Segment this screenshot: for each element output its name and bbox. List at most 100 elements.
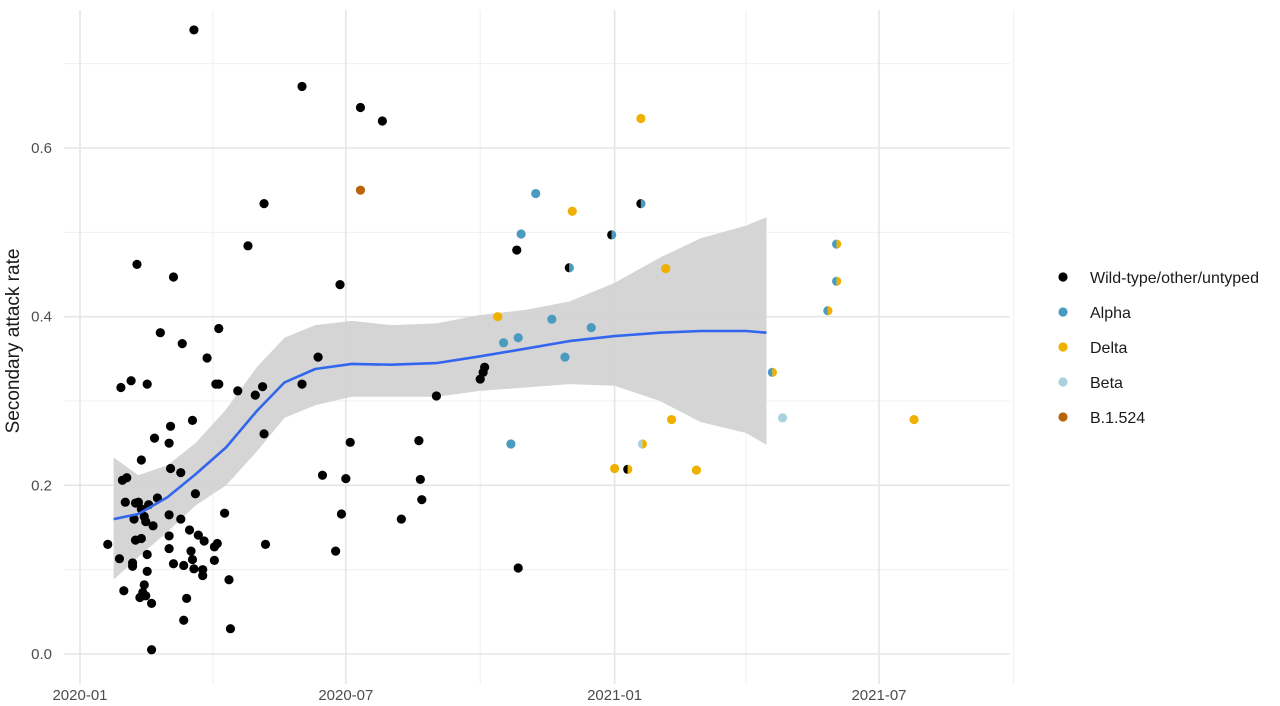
data-point — [297, 379, 307, 389]
data-point — [214, 323, 224, 334]
data-point-mixed — [767, 367, 777, 377]
data-point — [190, 489, 200, 499]
data-point — [142, 379, 152, 389]
data-point — [377, 116, 387, 126]
data-point — [547, 314, 557, 324]
legend-label: B.1.524 — [1090, 410, 1145, 427]
data-point — [141, 591, 151, 601]
data-point — [122, 473, 132, 483]
data-point-mixed — [832, 239, 842, 249]
data-point — [139, 580, 149, 590]
data-point — [396, 514, 406, 524]
data-point — [499, 338, 509, 348]
y-axis-label: Secondary attack rate — [3, 249, 24, 434]
legend-key — [1058, 307, 1068, 317]
data-point-half — [637, 439, 643, 449]
data-point — [909, 414, 919, 425]
data-point — [184, 525, 195, 535]
data-point — [233, 386, 243, 396]
data-point — [257, 382, 268, 392]
data-point-half — [642, 439, 647, 449]
data-point-mixed — [607, 230, 617, 240]
data-point-half — [636, 199, 641, 209]
data-point — [243, 241, 253, 251]
data-point — [335, 280, 345, 290]
data-point — [224, 575, 234, 585]
x-tick-label: 2020-07 — [318, 687, 373, 704]
data-point — [164, 510, 174, 520]
data-point — [260, 539, 271, 549]
data-point — [345, 437, 355, 447]
data-point — [146, 645, 157, 655]
data-point — [493, 312, 503, 322]
data-point — [142, 549, 152, 560]
data-point-half — [832, 276, 837, 286]
data-point — [164, 543, 174, 554]
data-point-half — [627, 464, 633, 474]
data-point — [179, 615, 189, 625]
data-point — [164, 438, 174, 448]
y-tick-label: 0.6 — [31, 140, 52, 157]
data-point — [610, 463, 620, 474]
data-point-half — [611, 230, 617, 240]
data-point-half — [832, 239, 837, 249]
data-point — [189, 564, 199, 574]
data-point-mixed — [823, 306, 833, 316]
data-point — [297, 81, 307, 92]
data-point — [691, 465, 702, 475]
data-point-half — [823, 306, 828, 316]
data-point — [187, 415, 198, 425]
y-tick-label: 0.4 — [31, 309, 52, 326]
data-point — [116, 382, 126, 393]
data-point — [165, 421, 176, 431]
data-point — [331, 546, 341, 556]
data-point — [355, 185, 366, 195]
data-point — [220, 508, 230, 518]
data-point — [127, 561, 138, 571]
data-point — [431, 391, 442, 401]
legend-key — [1058, 377, 1068, 387]
data-point — [148, 521, 158, 531]
data-point — [225, 624, 236, 634]
data-point — [567, 206, 577, 216]
fit-line-path — [113, 329, 767, 521]
confidence-band — [113, 217, 767, 580]
data-point-mixed — [636, 199, 646, 209]
smooth-fit-line — [113, 329, 767, 521]
data-point — [179, 560, 189, 571]
data-point — [165, 463, 176, 474]
data-point-mixed — [564, 263, 574, 273]
data-point-half — [640, 199, 646, 209]
data-point — [177, 339, 187, 349]
data-point — [198, 570, 208, 581]
data-point — [119, 586, 129, 596]
x-tick-label: 2020-01 — [52, 687, 107, 704]
data-point — [355, 102, 366, 113]
data-point — [214, 379, 224, 389]
data-point — [513, 563, 523, 573]
data-point — [168, 272, 179, 282]
data-point — [129, 514, 139, 524]
legend-label: Delta — [1090, 340, 1127, 357]
data-point — [513, 333, 523, 343]
y-tick-label: 0.2 — [31, 477, 52, 494]
data-point-mixed — [832, 276, 842, 286]
data-point-half — [564, 263, 570, 273]
data-point — [336, 509, 347, 519]
data-point — [560, 352, 570, 362]
data-point — [415, 474, 425, 485]
data-point — [142, 566, 152, 576]
data-point — [199, 536, 209, 546]
data-point-mixed — [623, 464, 633, 474]
x-tick-label: 2021-01 — [587, 687, 642, 704]
legend-label: Beta — [1090, 375, 1123, 392]
y-tick-label: 0.0 — [31, 646, 52, 663]
legend-key — [1058, 412, 1068, 422]
data-point — [512, 245, 522, 255]
data-point — [182, 593, 192, 603]
data-point-half — [827, 306, 833, 316]
data-point-half — [569, 263, 574, 273]
data-point — [212, 538, 222, 549]
chart-legend: Wild-type/other/untyped Alpha Delta Beta B.1… — [1058, 270, 1259, 427]
